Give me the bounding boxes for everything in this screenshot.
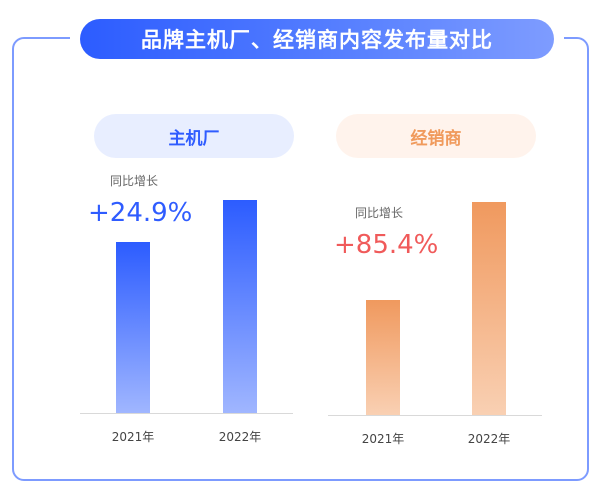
- xlabel-dealer-2022: 2022年: [467, 432, 511, 446]
- xlabel-dealer-2021: 2021年: [361, 432, 405, 446]
- bar-dealer-2022: [472, 202, 506, 415]
- growth-value-oem: +24.9%: [88, 198, 193, 228]
- xlabel-oem-2022: 2022年: [218, 430, 262, 444]
- bar-dealer-2021: [366, 300, 400, 415]
- baseline-dealer: [328, 415, 542, 416]
- category-pill-dealer: 经销商: [336, 114, 536, 158]
- xlabel-oem-2021: 2021年: [111, 430, 155, 444]
- bar-oem-2022: [223, 200, 257, 413]
- growth-label-oem: 同比增长: [110, 174, 159, 188]
- chart-title: 品牌主机厂、经销商内容发布量对比: [80, 19, 554, 59]
- growth-label-dealer: 同比增长: [355, 206, 404, 220]
- category-pill-oem: 主机厂: [94, 114, 294, 158]
- growth-value-dealer: +85.4%: [334, 230, 439, 260]
- bar-oem-2021: [116, 242, 150, 413]
- baseline-oem: [80, 413, 293, 414]
